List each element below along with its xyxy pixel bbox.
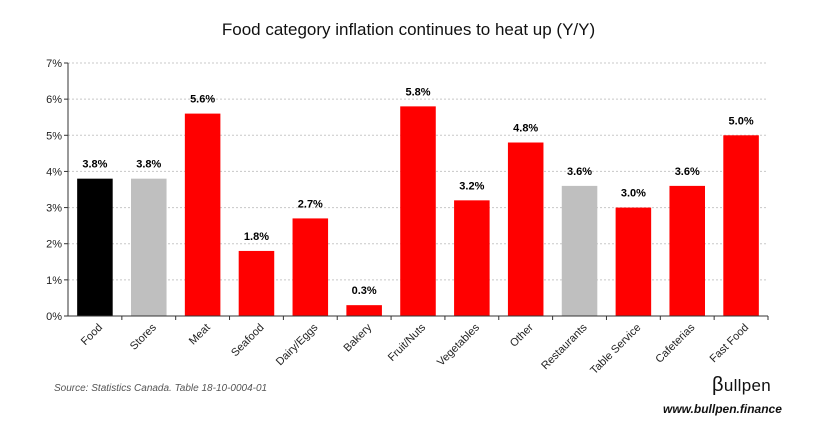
x-category-label: Fast Food: [708, 322, 752, 366]
x-category-label: Food: [79, 322, 105, 348]
data-label: 5.6%: [190, 94, 215, 106]
y-tick-label: 0%: [46, 311, 62, 323]
bar: [561, 185, 598, 316]
x-category-label: Vegetables: [435, 321, 482, 368]
y-tick-label: 4%: [46, 166, 62, 178]
x-category-label: Stores: [128, 321, 159, 352]
x-category-label: Seafood: [229, 322, 266, 359]
x-category-label: Other: [508, 321, 536, 349]
bar: [615, 207, 652, 316]
bullpen-logo: βullpen: [712, 374, 771, 397]
bar: [507, 142, 544, 316]
x-category-label: Cafeterias: [653, 321, 697, 365]
data-label: 3.6%: [675, 166, 700, 178]
bar: [77, 178, 113, 316]
data-label: 0.3%: [352, 285, 377, 297]
brand-name: ullpen: [723, 376, 771, 395]
data-label: 5.0%: [729, 115, 754, 127]
x-category-label: Bakery: [342, 321, 375, 354]
y-tick-label: 2%: [46, 239, 62, 251]
bars: [77, 106, 759, 316]
source-note: Source: Statistics Canada. Table 18-10-0…: [54, 383, 268, 394]
data-label: 2.7%: [298, 198, 323, 210]
data-label: 1.8%: [244, 231, 269, 243]
data-label: 3.8%: [82, 159, 107, 171]
bar: [454, 200, 490, 316]
bar: [669, 185, 705, 316]
bar: [723, 135, 759, 316]
bar: [346, 305, 382, 316]
bar: [292, 218, 329, 316]
y-tick-label: 5%: [46, 130, 62, 142]
data-label: 3.2%: [459, 180, 484, 192]
x-category-label: Table Service: [588, 322, 643, 377]
x-category-label: Dairy/Eggs: [274, 321, 321, 368]
bar: [238, 250, 275, 316]
data-label: 3.0%: [621, 188, 646, 200]
data-label: 3.8%: [136, 159, 161, 171]
data-label: 5.8%: [405, 86, 430, 98]
y-tick-label: 1%: [46, 275, 62, 287]
data-label: 4.8%: [513, 123, 538, 135]
brand-symbol: β: [712, 374, 724, 396]
y-tick-label: 6%: [46, 94, 62, 106]
data-labels: 3.8% 3.8% 5.6% 1.8% 2.7% 0.3% 5.8% 3.2% 4.8% 3.6%…: [82, 86, 753, 297]
brand-url: www.bullpen.finance: [663, 402, 782, 416]
bar: [184, 113, 221, 316]
bar: [400, 106, 436, 316]
y-tick-label: 3%: [46, 203, 62, 215]
y-tick-label: 7%: [46, 58, 62, 70]
x-category-label: Fruit/Nuts: [386, 321, 429, 364]
x-category-label: Meat: [187, 322, 213, 348]
data-label: 3.6%: [567, 166, 592, 178]
bar: [131, 178, 167, 316]
chart-title: Food category inflation continues to hea…: [221, 20, 596, 39]
x-category-label: Restaurants: [539, 321, 590, 372]
